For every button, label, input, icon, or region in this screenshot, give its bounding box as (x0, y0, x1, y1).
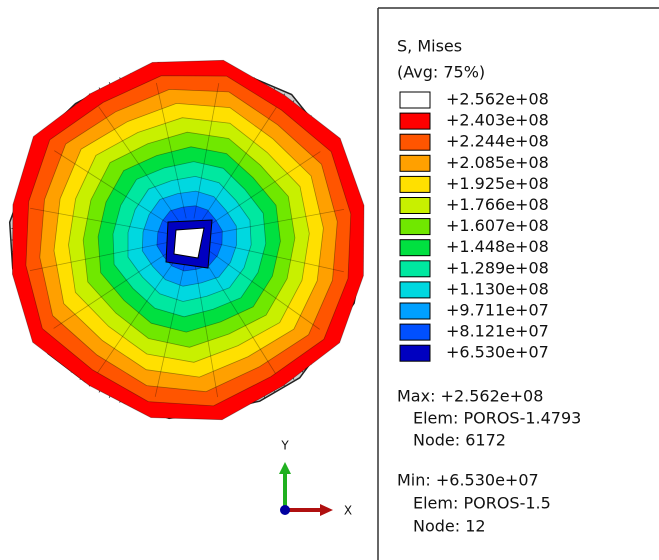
legend-label: +2.562e+08 (446, 90, 549, 109)
legend-swatch (400, 240, 430, 256)
max-value: Max: +2.562e+08 (397, 387, 543, 406)
legend-label: +1.607e+08 (446, 216, 549, 235)
legend-subtitle: (Avg: 75%) (397, 63, 485, 82)
legend-label: +6.530e+07 (446, 343, 549, 362)
legend-label: +2.244e+08 (446, 132, 549, 151)
legend-swatch (400, 176, 430, 192)
max-node: Node: 6172 (413, 431, 506, 450)
max-elem: Elem: POROS-1.4793 (413, 409, 581, 428)
legend-label: +9.711e+07 (446, 301, 549, 320)
legend-swatch (400, 92, 430, 108)
legend-label: +1.289e+08 (446, 258, 549, 277)
legend-swatch (400, 324, 430, 340)
legend-label: +1.766e+08 (446, 195, 549, 214)
legend-label: +8.121e+07 (446, 322, 549, 341)
x-axis-label: X (344, 504, 352, 518)
legend-swatch (400, 261, 430, 277)
legend-label: +1.448e+08 (446, 237, 549, 256)
legend-title: S, Mises (397, 37, 462, 56)
legend-label: +2.403e+08 (446, 111, 549, 130)
legend-label: +2.085e+08 (446, 153, 549, 172)
min-value: Min: +6.530e+07 (397, 471, 539, 490)
min-elem: Elem: POROS-1.5 (413, 494, 551, 513)
legend-swatch (400, 134, 430, 150)
y-axis-label: Y (280, 439, 289, 453)
legend-swatch (400, 345, 430, 361)
triad-origin (280, 505, 290, 515)
legend-swatch (400, 282, 430, 298)
legend-swatch (400, 155, 430, 171)
legend-swatch (400, 219, 430, 235)
legend-swatch (400, 303, 430, 319)
min-node: Node: 12 (413, 517, 486, 536)
legend-label: +1.130e+08 (446, 279, 549, 298)
legend-swatch (400, 113, 430, 129)
legend-swatch (400, 198, 430, 214)
viewport: S, Mises (Avg: 75%) +2.562e+08 +2.403e+08… (0, 0, 659, 560)
legend-label: +1.925e+08 (446, 174, 549, 193)
